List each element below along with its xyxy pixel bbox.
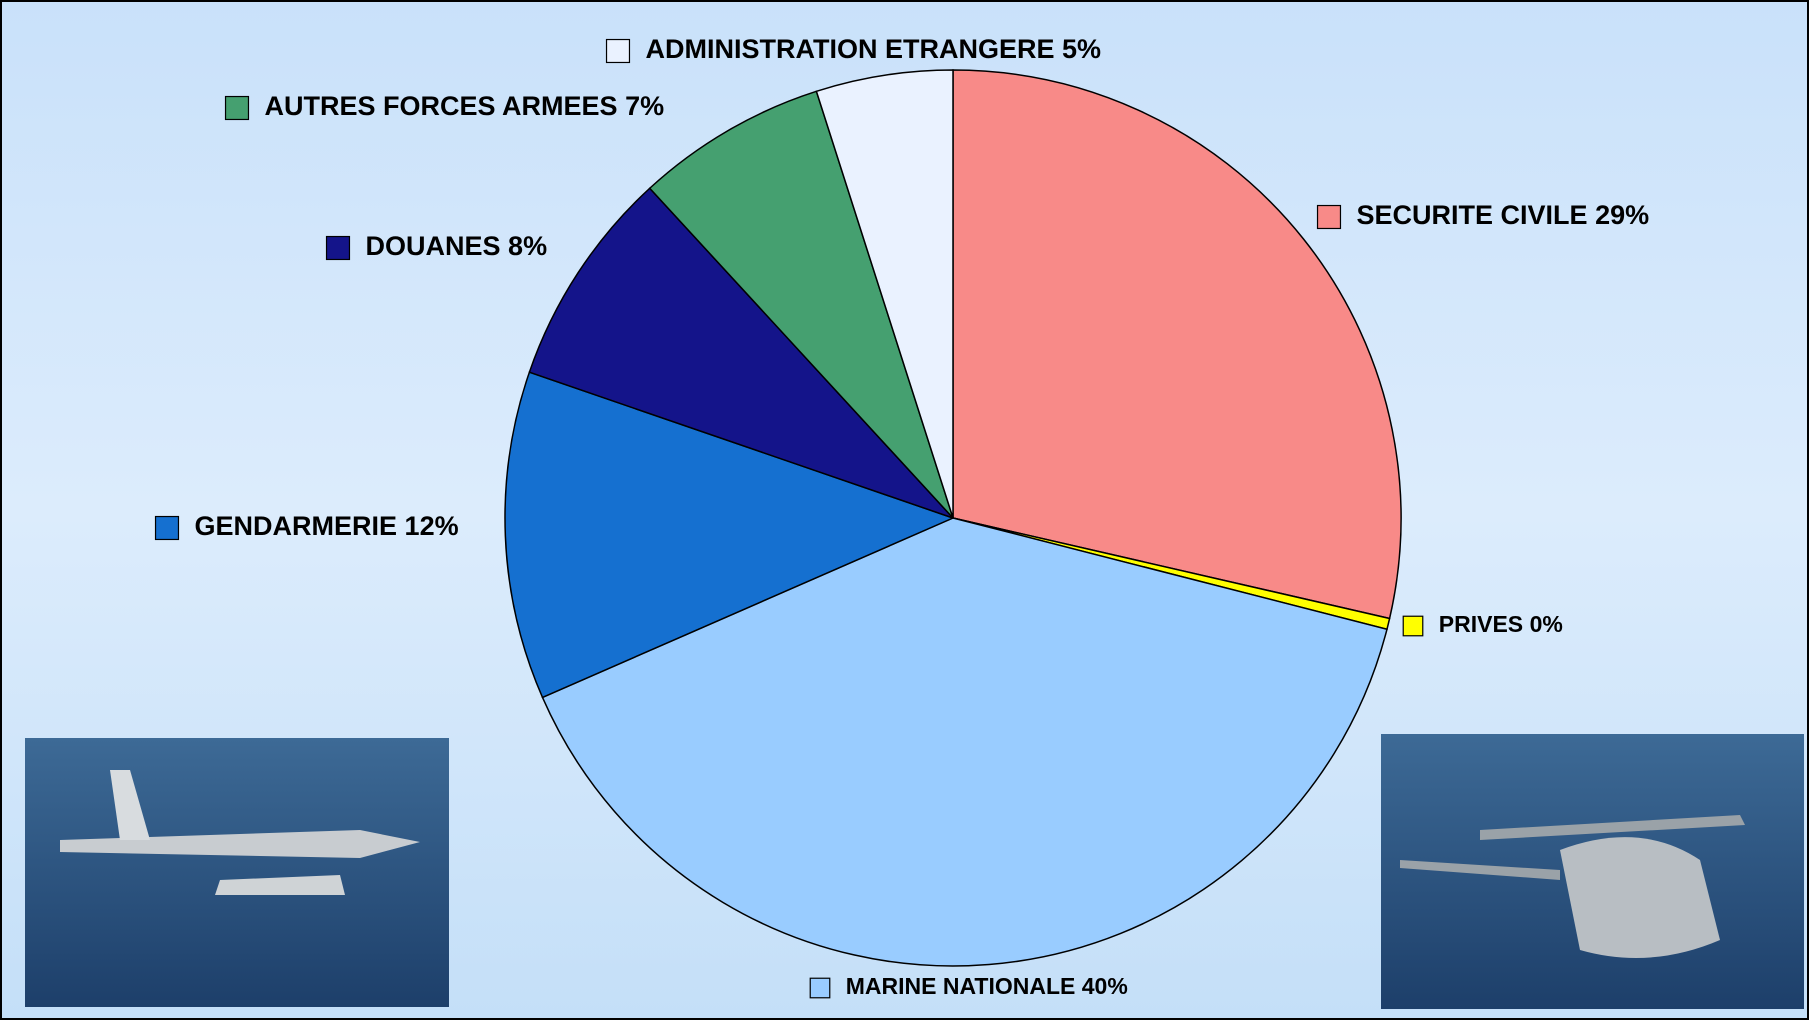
legend-swatch	[1316, 204, 1342, 230]
category-name: DOUANES	[365, 231, 500, 261]
legend-swatch	[605, 38, 631, 64]
slice-label: DOUANES 8%	[365, 231, 547, 261]
pie-slice	[952, 69, 1402, 620]
slice-label: MARINE NATIONALE 40%	[846, 973, 1128, 999]
value-label: 5%	[1062, 34, 1101, 64]
category-name: ADMINISTRATION ETRANGERE	[645, 34, 1054, 64]
legend-swatch	[325, 235, 351, 261]
value-label: 40%	[1082, 973, 1128, 999]
slice-label: AUTRES FORCES ARMEES 7%	[264, 91, 664, 121]
slice-label: SECURITE CIVILE 29%	[1356, 200, 1649, 230]
value-label: 7%	[625, 91, 664, 121]
value-label: 0%	[1530, 611, 1563, 637]
slice-label: PRIVES 0%	[1439, 611, 1563, 637]
category-name: PRIVES	[1439, 611, 1523, 637]
slice-label: GENDARMERIE 12%	[194, 511, 458, 541]
legend-swatch	[809, 977, 831, 999]
category-name: AUTRES FORCES ARMEES	[264, 91, 617, 121]
value-label: 29%	[1595, 200, 1649, 230]
photo-aircraft	[25, 738, 449, 1007]
legend-swatch	[1402, 615, 1424, 637]
value-label: 12%	[405, 511, 459, 541]
category-name: SECURITE CIVILE	[1356, 200, 1587, 230]
category-name: GENDARMERIE	[194, 511, 397, 541]
category-name: MARINE NATIONALE	[846, 973, 1076, 999]
value-label: 8%	[508, 231, 547, 261]
pie-slice	[541, 517, 1388, 967]
pie-slice	[528, 187, 954, 519]
pie: SECURITE CIVILE 29% PRIVES 0% MARINE NATIONA…	[154, 34, 1649, 999]
pie-slice	[504, 371, 956, 699]
pie-slice	[815, 69, 954, 519]
legend-swatch	[154, 515, 180, 541]
slice-label: ADMINISTRATION ETRANGERE 5%	[645, 34, 1101, 64]
photo-helicopter	[1381, 734, 1804, 1009]
pie-slice	[648, 90, 954, 519]
legend-swatch	[224, 95, 250, 121]
